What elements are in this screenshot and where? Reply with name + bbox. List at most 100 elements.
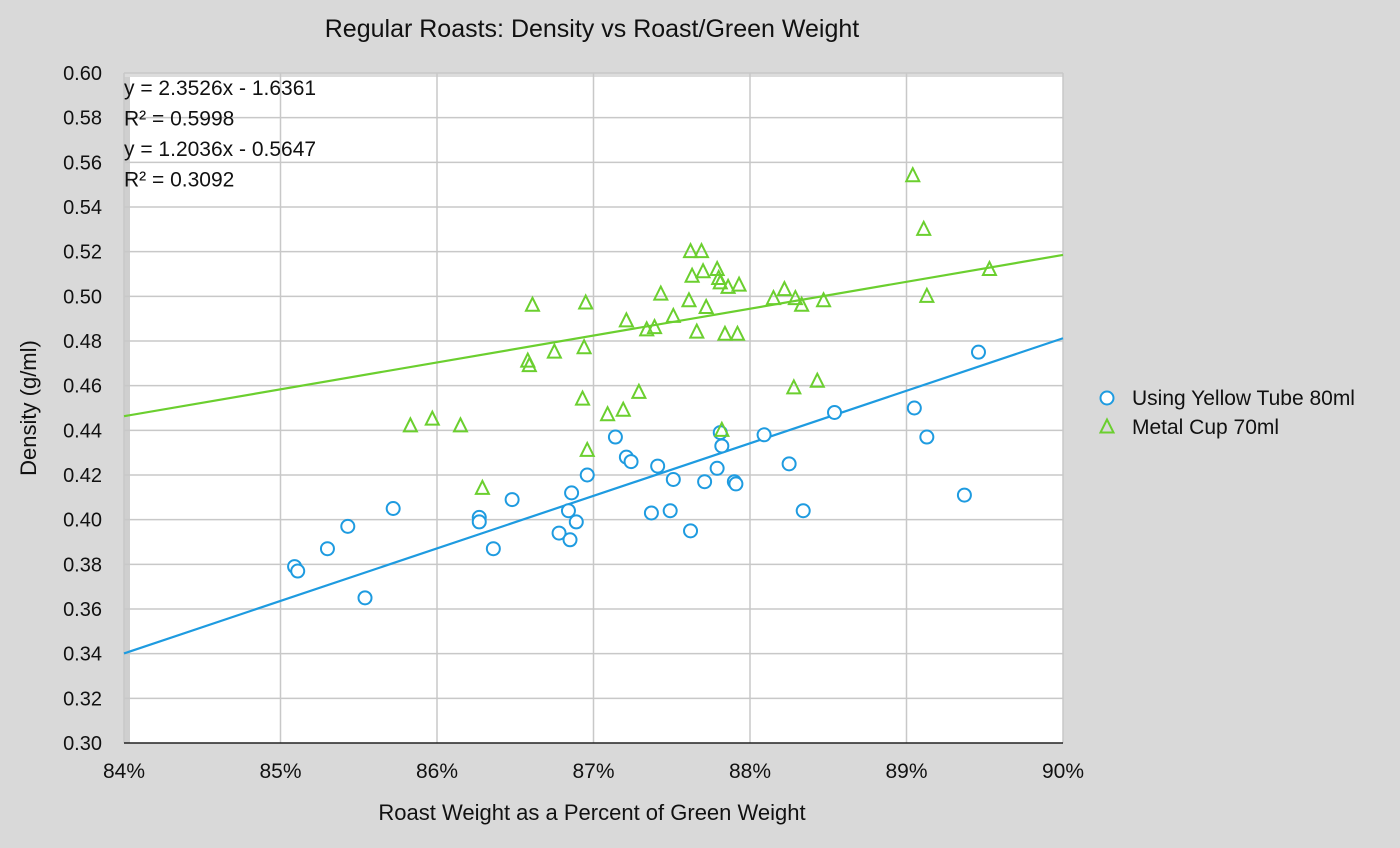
data-point-circle xyxy=(906,400,922,416)
data-point-triangle xyxy=(693,241,710,259)
y-tick-label: 0.56 xyxy=(63,152,102,174)
data-point-triangle xyxy=(579,440,596,457)
data-point-triangle xyxy=(785,378,802,395)
plot-left-edge xyxy=(124,73,130,743)
legend-label: Metal Cup 70ml xyxy=(1132,416,1279,439)
y-tick-labels: 0.30 0.32 0.34 0.36 0.38 0.40 0.42 0.44 0.46 0.48… xyxy=(63,63,102,755)
data-point-triangle xyxy=(915,219,932,236)
data-point-triangle xyxy=(574,389,591,406)
y-tick-label: 0.48 xyxy=(63,331,102,353)
data-point-circle xyxy=(970,344,986,360)
data-point-circle xyxy=(607,429,623,445)
data-point-circle xyxy=(290,563,306,579)
data-point-circle xyxy=(643,505,659,521)
data-point-triangle xyxy=(716,324,734,341)
y-axis-label: Density (g/ml) xyxy=(16,340,41,476)
trendline-equations: y = 2.3526x - 1.6361 R² = 0.5998 y = 1.203… xyxy=(124,77,316,192)
data-point-circle xyxy=(385,501,401,516)
data-point-triangle xyxy=(682,241,699,259)
data-point-triangle xyxy=(729,324,746,341)
data-point-triangle xyxy=(646,317,663,335)
data-point-triangle xyxy=(615,400,632,417)
data-point-triangle xyxy=(719,277,737,294)
data-point-circle xyxy=(485,541,501,557)
data-point-circle xyxy=(340,518,356,534)
data-point-circle xyxy=(728,476,744,492)
data-point-triangle xyxy=(683,266,701,283)
y-tick-label: 0.38 xyxy=(63,554,102,576)
data-point-circle xyxy=(714,438,730,454)
trendline-equation: R² = 0.5998 xyxy=(124,108,234,131)
data-point-triangle xyxy=(680,291,698,308)
data-point-triangle xyxy=(694,262,712,279)
data-point-triangle xyxy=(524,295,541,312)
data-point-circle xyxy=(665,471,681,487)
data-point-circle xyxy=(709,460,725,476)
data-point-triangle xyxy=(599,404,616,422)
data-point-circle xyxy=(471,514,487,530)
y-tick-label: 0.50 xyxy=(63,286,102,308)
x-tick-label: 87% xyxy=(572,760,614,783)
legend-label: Using Yellow Tube 80ml xyxy=(1132,387,1355,410)
data-point-triangle xyxy=(815,291,832,308)
trendline-equation: R² = 0.3092 xyxy=(124,169,234,192)
data-point-triangle xyxy=(652,284,669,301)
data-point-triangle xyxy=(688,322,705,339)
data-point-triangle xyxy=(575,337,593,355)
data-point-circle xyxy=(827,404,843,420)
data-point-circle xyxy=(756,427,772,443)
y-tick-label: 0.30 xyxy=(63,733,102,755)
data-point-triangle xyxy=(787,288,804,306)
legend-circle-icon xyxy=(1099,390,1115,406)
data-point-triangle xyxy=(981,259,998,277)
y-tick-label: 0.52 xyxy=(63,242,102,264)
data-point-triangle xyxy=(630,382,648,399)
data-point-triangle xyxy=(904,165,921,183)
x-tick-label: 89% xyxy=(885,760,927,783)
x-axis-label: Roast Weight as a Percent of Green Weigh… xyxy=(378,800,805,825)
data-point-triangle xyxy=(776,279,793,297)
x-tick-label: 90% xyxy=(1042,760,1084,783)
gridlines xyxy=(123,72,1064,743)
data-point-circle xyxy=(683,523,699,539)
y-tick-label: 0.60 xyxy=(63,63,102,85)
trendline-equation: y = 1.2036x - 0.5647 xyxy=(124,138,316,161)
legend-triangle-icon xyxy=(1098,417,1116,434)
trendline xyxy=(123,337,1064,655)
data-point-circle xyxy=(781,456,797,472)
data-point-circle xyxy=(697,474,713,490)
data-point-circle xyxy=(357,590,373,606)
legend: Using Yellow Tube 80ml Metal Cup 70ml xyxy=(1098,387,1355,439)
data-point-circle xyxy=(623,454,639,470)
trendlines xyxy=(123,253,1064,655)
y-tick-label: 0.42 xyxy=(63,465,102,487)
data-point-triangle xyxy=(809,371,826,388)
data-point-circle xyxy=(319,541,335,557)
data-point-circle xyxy=(650,458,666,474)
y-tick-label: 0.34 xyxy=(63,644,102,666)
data-point-triangle xyxy=(577,293,594,310)
y-tick-label: 0.40 xyxy=(63,510,102,532)
data-point-circle xyxy=(956,487,972,503)
chart-title: Regular Roasts: Density vs Roast/Green W… xyxy=(325,15,860,43)
data-point-circle xyxy=(568,514,584,530)
trendline xyxy=(123,253,1064,418)
y-tick-label: 0.32 xyxy=(63,688,102,710)
data-point-circle xyxy=(662,503,678,519)
y-tick-label: 0.46 xyxy=(63,376,102,398)
data-point-triangle xyxy=(618,311,635,328)
y-tick-label: 0.58 xyxy=(63,108,102,130)
x-tick-label: 86% xyxy=(416,760,458,783)
data-point-circle xyxy=(564,485,580,501)
data-point-triangle xyxy=(713,420,730,437)
data-point-triangle xyxy=(521,355,538,373)
y-tick-label: 0.54 xyxy=(63,197,102,219)
data-point-triangle xyxy=(698,297,715,314)
data-point-circle xyxy=(919,429,935,445)
data-point-triangle xyxy=(765,288,782,306)
trendline-equation: y = 2.3526x - 1.6361 xyxy=(124,77,316,100)
data-point-circle xyxy=(562,532,578,548)
data-point-triangle xyxy=(712,273,729,290)
